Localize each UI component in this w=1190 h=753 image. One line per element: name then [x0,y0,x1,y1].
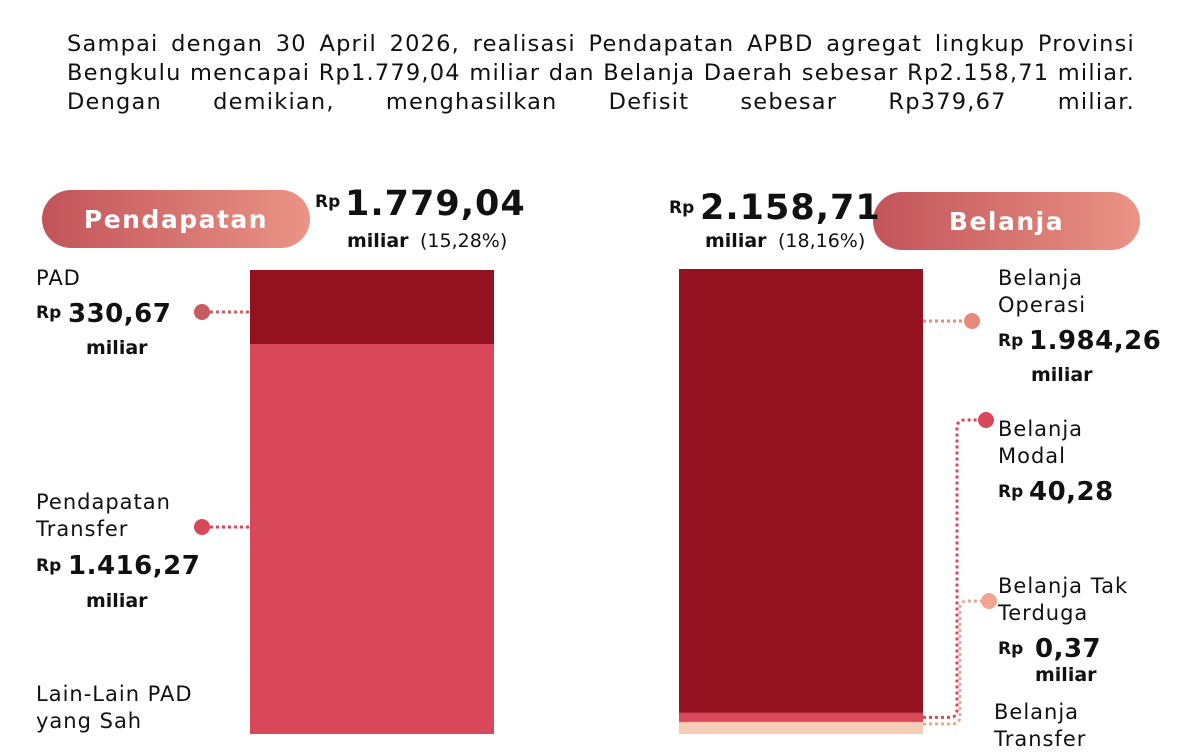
pill: Belanja [873,192,1140,250]
unit: miliar [1035,664,1097,686]
total: 2.158,71 [700,188,881,228]
item-name: Lain-Lain PAD yang Sah [36,682,193,733]
connector [923,599,987,726]
unit: miliar [1031,364,1093,386]
item-name: Belanja Modal [998,417,1084,468]
page: {"paragraph":"Sampai dengan 30 April 202… [36,31,1162,751]
dot [194,304,210,320]
item-name: Belanja Transfer [994,700,1087,751]
bar-segment [250,343,494,661]
item-value: 1.416,27 [68,551,201,581]
item-value: 330,67 [68,299,172,329]
bar-segment [679,269,923,713]
bar-segment [679,721,923,723]
item-name: Pendapatan Transfer [36,490,171,541]
share: (18,16%) [778,230,866,252]
item-value: 0,37 [1035,634,1102,664]
unit: miliar [705,230,767,252]
currency: Rp [998,639,1024,659]
item-name: Belanja Operasi [998,266,1087,317]
currency: Rp [315,192,341,212]
dot [978,412,994,428]
currency: Rp [36,303,62,323]
bar-segment [250,270,494,344]
currency: Rp [998,482,1024,502]
dot [964,313,980,329]
item-name: PAD [36,266,81,290]
summary-text: Sampai dengan 30 April 2026, realisasi P… [67,31,1135,115]
item-name: Belanja Tak Terduga [998,574,1129,625]
currency: Rp [998,331,1024,351]
item-value: 1.984,26 [1029,326,1162,356]
unit: miliar [347,230,409,252]
share: (15,28%) [420,230,508,252]
currency: Rp [36,556,62,576]
unit: miliar [86,590,148,612]
bars [194,269,997,734]
dot [981,593,997,609]
pill: Pendapatan [42,190,310,248]
unit: miliar [86,337,148,359]
connector [923,418,984,719]
currency: Rp [669,198,695,218]
dot [194,519,210,535]
bar-segment [679,712,923,722]
total: 1.779,04 [345,184,526,224]
item-value: 40,28 [1029,477,1114,507]
